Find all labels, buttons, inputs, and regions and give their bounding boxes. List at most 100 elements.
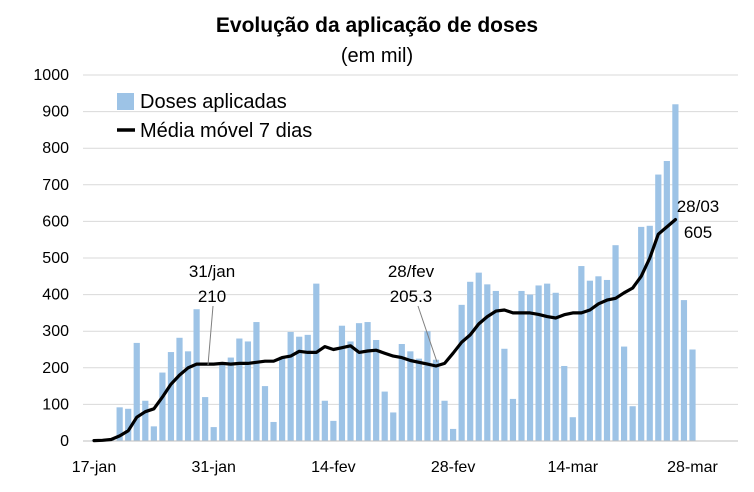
bar bbox=[646, 225, 653, 441]
bar bbox=[150, 426, 157, 441]
bar bbox=[321, 400, 328, 441]
annotation-value: 210 bbox=[198, 287, 226, 306]
legend-bar-swatch bbox=[117, 93, 134, 110]
bar bbox=[227, 357, 234, 441]
bar bbox=[501, 348, 508, 441]
y-tick-label: 100 bbox=[42, 396, 69, 413]
y-tick-label: 300 bbox=[42, 323, 69, 340]
bar bbox=[236, 338, 243, 441]
x-tick-label: 14-mar bbox=[547, 459, 598, 476]
bar bbox=[492, 290, 499, 441]
bar bbox=[364, 322, 371, 441]
bar bbox=[689, 349, 696, 441]
y-tick-label: 600 bbox=[42, 213, 69, 230]
y-tick-label: 900 bbox=[42, 104, 69, 121]
bar bbox=[603, 279, 611, 441]
bar bbox=[193, 309, 200, 441]
bar bbox=[586, 280, 593, 441]
y-tick-label: 400 bbox=[42, 287, 69, 304]
legend-label-bars: Doses aplicadas bbox=[140, 91, 287, 113]
bar bbox=[680, 300, 688, 441]
bar bbox=[518, 290, 525, 441]
bar bbox=[621, 346, 628, 441]
bar bbox=[116, 407, 123, 441]
bar bbox=[450, 428, 457, 441]
annotation-value: 205.3 bbox=[390, 287, 433, 306]
bar bbox=[184, 351, 192, 441]
bar bbox=[219, 364, 226, 441]
bar bbox=[415, 358, 422, 441]
x-tick-label: 28-fev bbox=[431, 459, 475, 476]
bar bbox=[407, 351, 414, 441]
y-tick-label: 800 bbox=[42, 140, 69, 157]
bar bbox=[441, 400, 448, 441]
bar bbox=[638, 226, 645, 441]
bar bbox=[287, 331, 294, 441]
bar bbox=[347, 341, 354, 441]
bar bbox=[373, 339, 380, 441]
bar bbox=[159, 372, 166, 441]
x-tick-label: 31-jan bbox=[191, 459, 235, 476]
bar bbox=[475, 272, 482, 441]
bar bbox=[432, 359, 440, 441]
bar bbox=[467, 281, 474, 441]
annotation-label: 31/jan bbox=[189, 262, 235, 281]
bar bbox=[142, 400, 149, 441]
bar bbox=[253, 322, 260, 441]
y-tick-label: 700 bbox=[42, 177, 69, 194]
bar bbox=[210, 427, 217, 441]
chart-title: Evolução da aplicação de doses bbox=[215, 14, 539, 37]
bar bbox=[561, 365, 568, 441]
bar bbox=[526, 294, 534, 441]
bar bbox=[125, 408, 132, 441]
bar bbox=[296, 336, 303, 441]
y-tick-label: 200 bbox=[42, 360, 69, 377]
bar bbox=[569, 417, 576, 441]
bar bbox=[330, 420, 337, 441]
bar bbox=[424, 331, 431, 441]
bar bbox=[390, 412, 397, 441]
bar bbox=[202, 397, 209, 441]
bar bbox=[484, 284, 491, 441]
bar bbox=[672, 104, 679, 441]
y-tick-label: 1000 bbox=[33, 67, 69, 84]
y-tick-label: 0 bbox=[60, 433, 69, 450]
bar bbox=[612, 245, 619, 441]
bar bbox=[655, 174, 662, 441]
bar bbox=[338, 325, 346, 441]
moving-average-line bbox=[92, 218, 678, 443]
x-tick-label: 28-mar bbox=[667, 459, 718, 476]
annotation-value: 605 bbox=[684, 223, 712, 242]
bar bbox=[595, 276, 602, 441]
bar bbox=[355, 323, 363, 441]
bar bbox=[535, 285, 542, 441]
bar bbox=[381, 391, 388, 441]
bar bbox=[663, 161, 670, 441]
bar bbox=[167, 352, 175, 441]
annotation-label: 28/fev bbox=[388, 262, 435, 281]
bar bbox=[176, 337, 183, 441]
bar bbox=[544, 283, 551, 441]
bar bbox=[133, 342, 140, 441]
bar bbox=[629, 406, 636, 441]
annotation-leader bbox=[417, 305, 438, 363]
y-tick-label: 500 bbox=[42, 250, 69, 267]
bar bbox=[261, 386, 269, 441]
bar bbox=[552, 292, 559, 441]
x-tick-label: 17-jan bbox=[72, 459, 116, 476]
bar bbox=[244, 341, 251, 441]
bar bbox=[304, 334, 311, 441]
x-tick-label: 14-fev bbox=[311, 459, 355, 476]
bar bbox=[398, 344, 405, 441]
annotation-label: 28/03 bbox=[677, 197, 720, 216]
bar bbox=[313, 283, 320, 441]
bar bbox=[279, 356, 286, 441]
bar bbox=[578, 266, 585, 441]
chart-subtitle: (em mil) bbox=[340, 45, 414, 67]
legend-label-line: Média móvel 7 dias bbox=[140, 120, 312, 142]
bar bbox=[270, 421, 277, 441]
bar bbox=[458, 304, 465, 441]
bar bbox=[509, 398, 517, 441]
